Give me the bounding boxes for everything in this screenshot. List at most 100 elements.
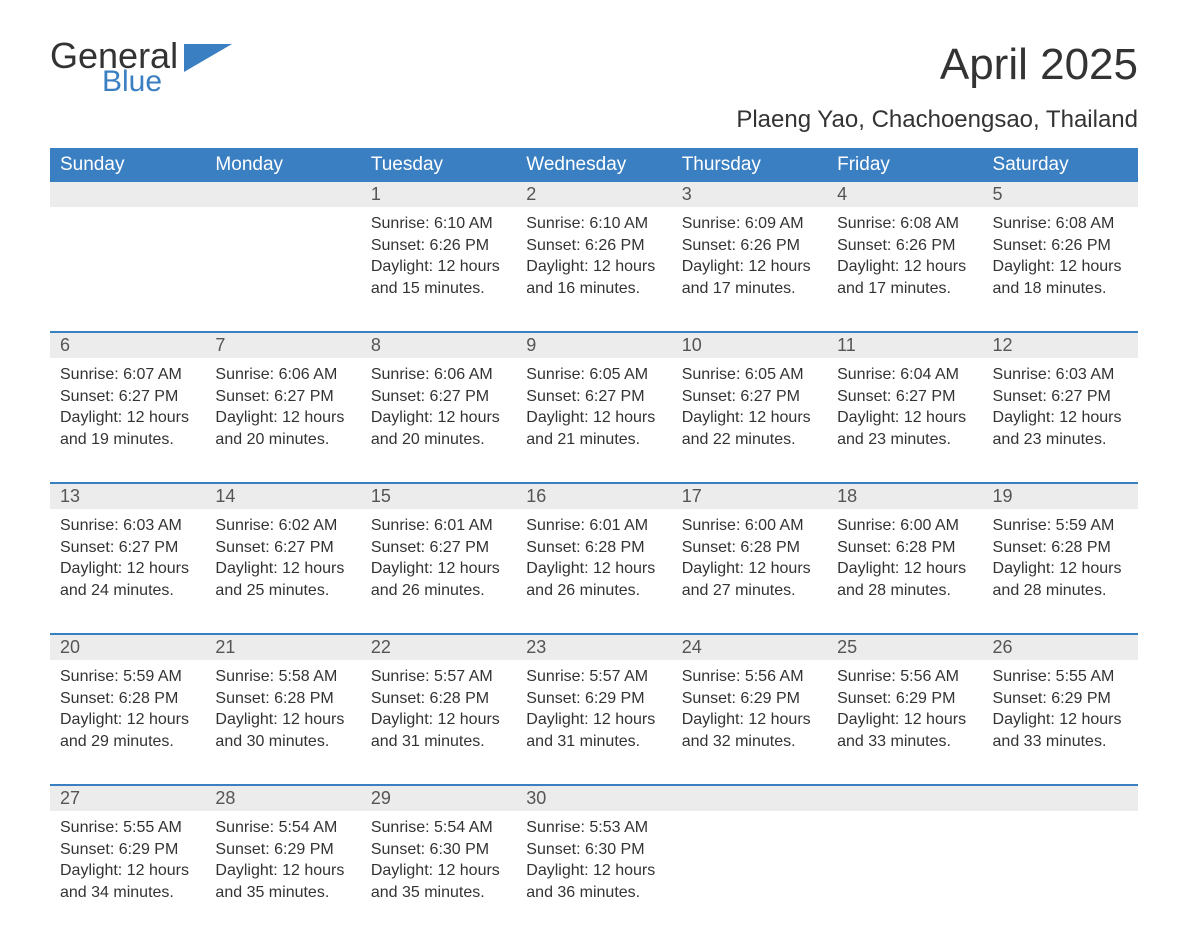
day-number-cell: 8 bbox=[361, 332, 516, 358]
day-number-row: 20212223242526 bbox=[50, 634, 1138, 660]
sunrise-text: Sunrise: 5:59 AM bbox=[993, 517, 1115, 534]
day-detail-cell bbox=[983, 811, 1138, 935]
sunset-text: Sunset: 6:28 PM bbox=[837, 539, 955, 556]
day-detail-cell: Sunrise: 5:55 AMSunset: 6:29 PMDaylight:… bbox=[50, 811, 205, 935]
day-detail-cell: Sunrise: 5:54 AMSunset: 6:29 PMDaylight:… bbox=[205, 811, 360, 935]
day-detail-cell: Sunrise: 5:59 AM Sunset: 6:28 PM Daylight:… bbox=[983, 509, 1138, 634]
daylight-text: Daylight: 12 hours and 33 minutes. bbox=[993, 711, 1122, 750]
day-number-cell: 13 bbox=[50, 483, 205, 509]
day-detail-cell: Sunrise: 6:00 AMSunset: 6:28 PMDaylight:… bbox=[827, 509, 982, 634]
daylight-text: Daylight: 12 hours and 26 minutes. bbox=[371, 560, 500, 599]
daylight-text: Daylight: 12 hours and 31 minutes. bbox=[526, 711, 655, 750]
day-detail-cell: Sunrise: 5:58 AM Sunset: 6:28 PM Daylight:… bbox=[205, 660, 360, 785]
day-number-cell: 3 bbox=[672, 182, 827, 207]
daylight-text: Daylight: 12 hours and 33 minutes. bbox=[837, 711, 966, 750]
day-number-cell: 11 bbox=[827, 332, 982, 358]
sunset-text: Sunset: 6:26 PM bbox=[371, 237, 489, 254]
day-detail-cell: Sunrise: 6:10 AMSunset: 6:26 PMDaylight:… bbox=[516, 207, 671, 332]
daylight-text: Daylight: 12 hours and 21 minutes. bbox=[526, 409, 655, 448]
day-number-cell: 26 bbox=[983, 634, 1138, 660]
sunrise-text: Sunrise: 6:08 AM bbox=[837, 215, 959, 232]
day-number-cell: 1 bbox=[361, 182, 516, 207]
daylight-text: Daylight: 12 hours and 29 minutes. bbox=[60, 711, 189, 750]
sunrise-text: Sunrise: 5:56 AM bbox=[837, 668, 959, 685]
day-number-cell: 15 bbox=[361, 483, 516, 509]
sunset-text: Sunset: 6:26 PM bbox=[837, 237, 955, 254]
sunrise-text: Sunrise: 5:55 AM bbox=[993, 668, 1115, 685]
sunset-text: Sunset: 6:28 PM bbox=[371, 690, 489, 707]
day-detail-cell: Sunrise: 6:10 AM Sunset: 6:26 PM Daylight:… bbox=[361, 207, 516, 332]
header: General Blue April 2025 Plaeng Yao, Chac… bbox=[50, 40, 1138, 134]
day-detail-cell bbox=[50, 207, 205, 332]
day-detail-cell: Sunrise: 5:57 AMSunset: 6:28 PMDaylight:… bbox=[361, 660, 516, 785]
sunrise-text: Sunrise: 6:03 AM bbox=[60, 517, 182, 534]
day-number-cell: 24 bbox=[672, 634, 827, 660]
sunrise-text: Sunrise: 5:57 AM bbox=[371, 668, 493, 685]
sunrise-text: Sunrise: 6:03 AM bbox=[993, 366, 1115, 383]
day-number-row: 13141516171819 bbox=[50, 483, 1138, 509]
daylight-text: Daylight: 12 hours and 20 minutes. bbox=[215, 409, 344, 448]
sunrise-text: Sunrise: 6:05 AM bbox=[682, 366, 804, 383]
weekday-header: Sunday bbox=[50, 148, 205, 182]
daylight-text: Daylight: 12 hours and 28 minutes. bbox=[993, 560, 1122, 599]
sunset-text: Sunset: 6:27 PM bbox=[60, 539, 178, 556]
sunrise-text: Sunrise: 6:10 AM bbox=[526, 215, 648, 232]
sunrise-text: Sunrise: 5:58 AM bbox=[215, 668, 337, 685]
day-number-cell: 19 bbox=[983, 483, 1138, 509]
daylight-text: Daylight: 12 hours and 15 minutes. bbox=[371, 258, 500, 297]
sunrise-text: Sunrise: 6:05 AM bbox=[526, 366, 648, 383]
day-detail-cell: Sunrise: 6:04 AMSunset: 6:27 PMDaylight:… bbox=[827, 358, 982, 483]
day-detail-cell: Sunrise: 6:05 AMSunset: 6:27 PMDaylight:… bbox=[672, 358, 827, 483]
day-detail-cell: Sunrise: 6:09 AMSunset: 6:26 PMDaylight:… bbox=[672, 207, 827, 332]
daylight-text: Daylight: 12 hours and 23 minutes. bbox=[993, 409, 1122, 448]
sunrise-text: Sunrise: 6:00 AM bbox=[682, 517, 804, 534]
day-number-cell: 12 bbox=[983, 332, 1138, 358]
page-title: April 2025 bbox=[736, 40, 1138, 90]
daylight-text: Daylight: 12 hours and 26 minutes. bbox=[526, 560, 655, 599]
location-subtitle: Plaeng Yao, Chachoengsao, Thailand bbox=[736, 106, 1138, 134]
sunset-text: Sunset: 6:29 PM bbox=[682, 690, 800, 707]
day-number-cell bbox=[205, 182, 360, 207]
sunrise-text: Sunrise: 6:01 AM bbox=[371, 517, 493, 534]
sunrise-text: Sunrise: 5:55 AM bbox=[60, 819, 182, 836]
day-number-cell: 23 bbox=[516, 634, 671, 660]
sunrise-text: Sunrise: 5:57 AM bbox=[526, 668, 648, 685]
sunset-text: Sunset: 6:26 PM bbox=[526, 237, 644, 254]
daylight-text: Daylight: 12 hours and 17 minutes. bbox=[837, 258, 966, 297]
day-number-cell: 4 bbox=[827, 182, 982, 207]
sunrise-text: Sunrise: 6:10 AM bbox=[371, 215, 493, 232]
day-number-cell bbox=[50, 182, 205, 207]
day-detail-cell bbox=[827, 811, 982, 935]
logo: General Blue bbox=[50, 40, 232, 95]
day-detail-cell: Sunrise: 5:56 AMSunset: 6:29 PMDaylight:… bbox=[827, 660, 982, 785]
sunset-text: Sunset: 6:28 PM bbox=[993, 539, 1111, 556]
weekday-header: Tuesday bbox=[361, 148, 516, 182]
day-number-cell: 9 bbox=[516, 332, 671, 358]
day-detail-row: Sunrise: 5:55 AMSunset: 6:29 PMDaylight:… bbox=[50, 811, 1138, 935]
weekday-header: Saturday bbox=[983, 148, 1138, 182]
weekday-row: SundayMondayTuesdayWednesdayThursdayFrid… bbox=[50, 148, 1138, 182]
day-detail-cell: Sunrise: 5:56 AMSunset: 6:29 PMDaylight:… bbox=[672, 660, 827, 785]
sunset-text: Sunset: 6:27 PM bbox=[215, 539, 333, 556]
daylight-text: Daylight: 12 hours and 30 minutes. bbox=[215, 711, 344, 750]
daylight-text: Daylight: 12 hours and 17 minutes. bbox=[682, 258, 811, 297]
day-number-row: 27282930 bbox=[50, 785, 1138, 811]
day-number-cell: 16 bbox=[516, 483, 671, 509]
day-number-row: 12345 bbox=[50, 182, 1138, 207]
daylight-text: Daylight: 12 hours and 18 minutes. bbox=[993, 258, 1122, 297]
flag-icon bbox=[182, 40, 232, 81]
sunset-text: Sunset: 6:27 PM bbox=[993, 388, 1111, 405]
day-detail-row: Sunrise: 6:03 AM Sunset: 6:27 PM Daylight:… bbox=[50, 509, 1138, 634]
sunrise-text: Sunrise: 6:02 AM bbox=[215, 517, 337, 534]
title-block: April 2025 Plaeng Yao, Chachoengsao, Tha… bbox=[736, 40, 1138, 134]
sunset-text: Sunset: 6:28 PM bbox=[682, 539, 800, 556]
day-number-cell: 18 bbox=[827, 483, 982, 509]
sunset-text: Sunset: 6:30 PM bbox=[526, 841, 644, 858]
calendar-page: General Blue April 2025 Plaeng Yao, Chac… bbox=[0, 0, 1188, 918]
sunset-text: Sunset: 6:28 PM bbox=[215, 690, 333, 707]
sunrise-text: Sunrise: 5:54 AM bbox=[371, 819, 493, 836]
day-detail-cell: Sunrise: 5:54 AMSunset: 6:30 PMDaylight:… bbox=[361, 811, 516, 935]
day-detail-cell: Sunrise: 6:03 AM Sunset: 6:27 PM Daylight:… bbox=[983, 358, 1138, 483]
day-detail-cell: Sunrise: 6:00 AMSunset: 6:28 PMDaylight:… bbox=[672, 509, 827, 634]
day-number-cell: 25 bbox=[827, 634, 982, 660]
